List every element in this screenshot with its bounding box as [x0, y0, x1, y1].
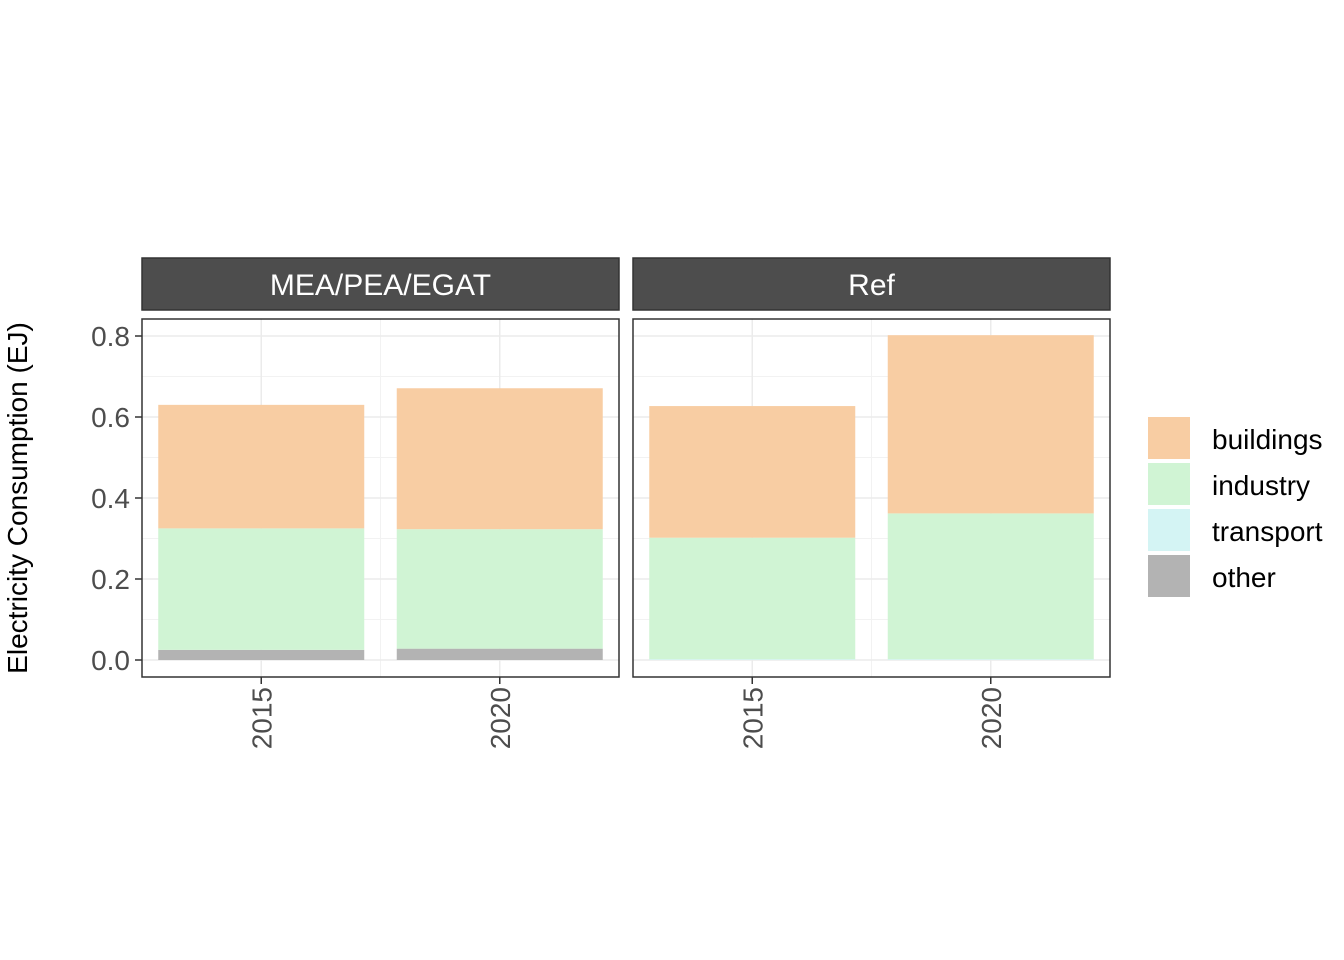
y-tick-label: 0.2: [91, 564, 130, 595]
facet-strip: [632, 257, 1111, 311]
bar-other: [158, 649, 365, 660]
bar-industry: [158, 528, 365, 650]
legend-key: [1148, 555, 1190, 597]
facet-label: MEA/PEA/EGAT: [270, 269, 491, 302]
x-tick-label: 2020: [976, 687, 1007, 749]
facet-label: Ref: [848, 269, 895, 302]
y-tick-label: 0.6: [91, 402, 130, 433]
bar-transport: [887, 659, 1094, 660]
bar-industry: [887, 513, 1094, 660]
facet-panel: MEA/PEA/EGAT 2015 2020 0.0 0.2 0.4 0.6 0.8: [91, 257, 620, 749]
legend-label: industry: [1212, 470, 1310, 501]
legend-key: [1148, 463, 1190, 505]
y-tick-label: 0.4: [91, 483, 130, 514]
legend-key: [1148, 509, 1190, 551]
bar-buildings: [396, 388, 603, 530]
legend-item: transport: [1148, 509, 1323, 551]
y-tick-label: 0.0: [91, 645, 130, 676]
bar-industry: [396, 529, 603, 649]
legend-item: buildings: [1148, 417, 1323, 459]
facet-panels: MEA/PEA/EGAT 2015 2020 0.0 0.2 0.4 0.6 0.8 Ref 20…: [91, 257, 1111, 749]
legend-item: other: [1148, 555, 1276, 597]
facet-panel: Ref 2015 2020: [632, 257, 1111, 749]
bar-industry: [649, 537, 856, 660]
y-tick-label: 0.8: [91, 321, 130, 352]
x-tick-label: 2015: [737, 687, 768, 749]
legend-key: [1148, 417, 1190, 459]
legend: buildings industry transport other: [1148, 417, 1323, 597]
bar-transport: [649, 659, 856, 660]
legend-label: transport: [1212, 516, 1323, 547]
x-tick-label: 2020: [485, 687, 516, 749]
x-tick-label: 2015: [246, 687, 277, 749]
bar-buildings: [158, 404, 365, 529]
facet-strip: [141, 257, 620, 311]
panel-border: [632, 318, 1111, 678]
legend-label: other: [1212, 562, 1276, 593]
bar-buildings: [649, 406, 856, 538]
legend-label: buildings: [1212, 424, 1323, 455]
legend-item: industry: [1148, 463, 1310, 505]
bar-buildings: [887, 335, 1094, 514]
y-axis-label: Electricity Consumption (EJ): [2, 322, 33, 674]
bar-other: [396, 648, 603, 660]
